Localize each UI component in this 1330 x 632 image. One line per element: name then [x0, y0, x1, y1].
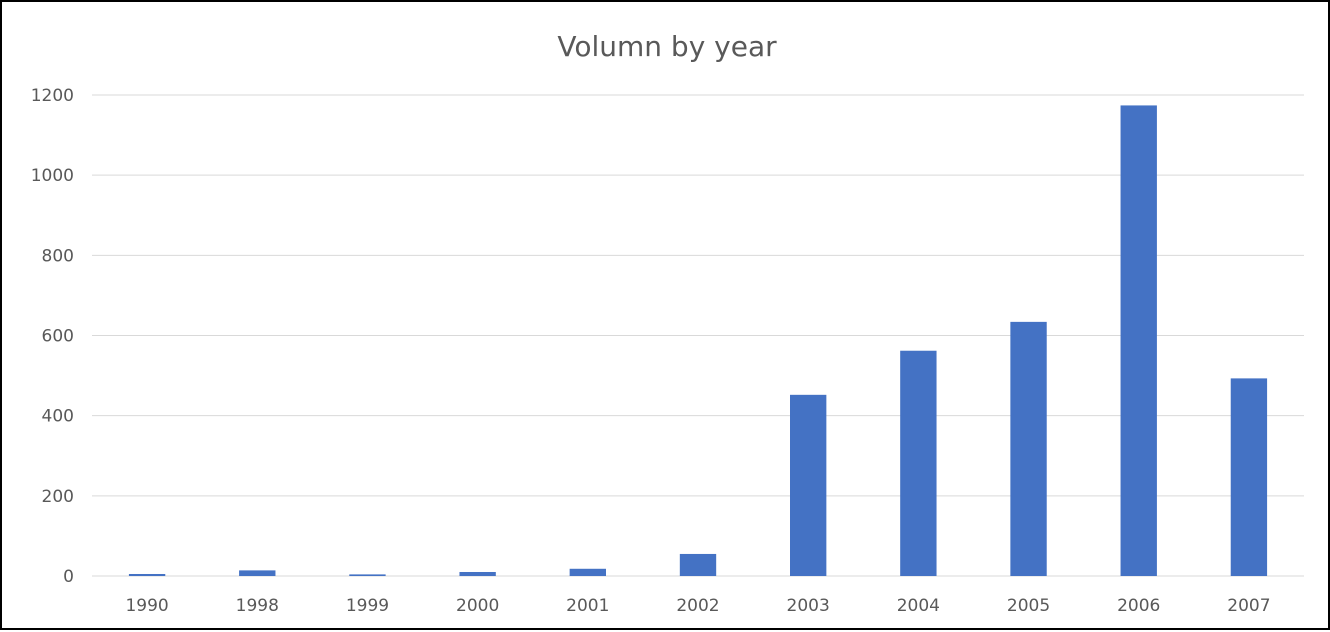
bar-2000 — [459, 572, 495, 576]
x-tick-label: 2004 — [897, 596, 940, 616]
y-tick-label: 200 — [42, 487, 74, 507]
y-axis-ticks: 0 200 400 600 800 1000 1200 — [31, 86, 74, 587]
x-axis-ticks: 1990 1998 1999 2000 2001 2002 2003 2004 2005 2006… — [125, 596, 1270, 616]
x-tick-label: 2007 — [1227, 596, 1270, 616]
bar-2002 — [680, 554, 716, 576]
bar-1998 — [239, 570, 275, 576]
y-tick-label: 0 — [63, 567, 74, 587]
y-tick-label: 1000 — [31, 166, 74, 186]
chart-title: Volumn by year — [557, 30, 777, 63]
x-tick-label: 2003 — [787, 596, 830, 616]
y-tick-label: 600 — [42, 327, 74, 347]
bar-1999 — [349, 574, 385, 576]
bar-2006 — [1121, 105, 1157, 576]
bar-2003 — [790, 395, 826, 576]
bar-2004 — [900, 351, 936, 576]
x-tick-label: 2001 — [566, 596, 609, 616]
bar-2005 — [1010, 322, 1046, 576]
x-tick-label: 2005 — [1007, 596, 1050, 616]
bar-1990 — [129, 574, 165, 576]
x-tick-label: 2002 — [676, 596, 719, 616]
x-tick-label: 2000 — [456, 596, 499, 616]
bar-2001 — [570, 569, 606, 576]
x-tick-label: 1990 — [125, 596, 168, 616]
x-tick-label: 1999 — [346, 596, 389, 616]
y-tick-label: 800 — [42, 246, 74, 266]
bars — [129, 105, 1267, 576]
bar-2007 — [1231, 378, 1267, 576]
y-tick-label: 400 — [42, 407, 74, 427]
x-tick-label: 1998 — [236, 596, 279, 616]
x-tick-label: 2006 — [1117, 596, 1160, 616]
y-tick-label: 1200 — [31, 86, 74, 106]
